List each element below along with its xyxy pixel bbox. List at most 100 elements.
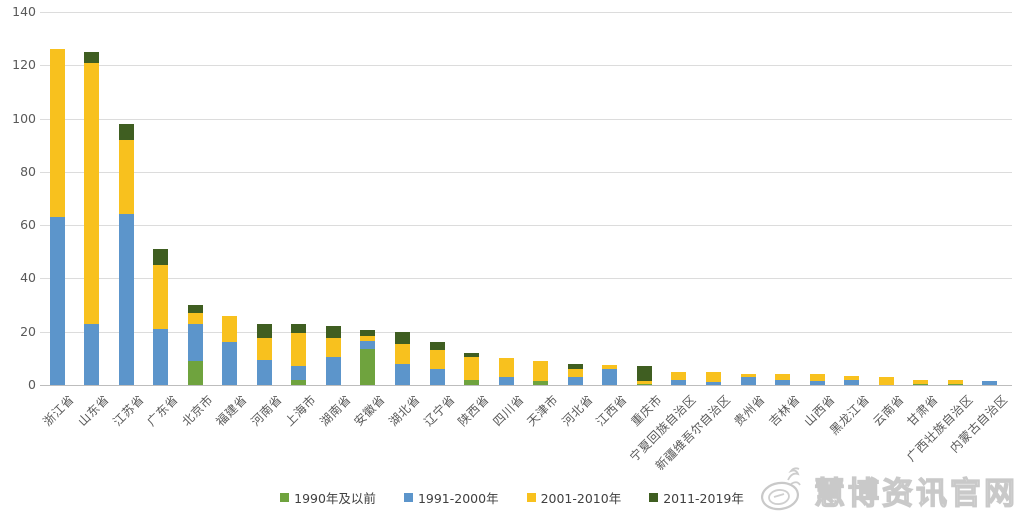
x-axis-label-山东省: 山东省 [75,392,112,429]
legend-item-1991-2000年: 1991-2000年 [403,488,499,507]
bar-segment-天津市-2001-2010年 [533,361,549,381]
x-axis-label-吉林省: 吉林省 [766,392,803,429]
legend-label: 1991-2000年 [417,491,499,506]
x-axis-label-四川省: 四川省 [490,392,527,429]
bar-segment-安徽省-2011-2019年 [360,330,376,336]
legend-swatch-icon [280,493,290,502]
bar-segment-江苏省-2011-2019年 [118,123,134,140]
bar-segment-上海市-2011-2019年 [291,323,307,334]
bar-segment-江西省-2001-2010年 [602,365,618,369]
bar-segment-安徽省-1990年及以前 [360,349,376,385]
bar-segment-重庆市-2001-2010年 [636,381,652,384]
bar-segment-北京市-1990年及以前 [187,361,203,385]
bar-segment-江西省-1991-2000年 [602,369,618,385]
bar-segment-湖南省-2011-2019年 [325,326,341,339]
bar-segment-贵州省-1991-2000年 [740,377,756,385]
bar-segment-山西省-2001-2010年 [809,374,825,381]
bar-segment-福建省-1991-2000年 [222,342,238,385]
bar-segment-福建省-2001-2010年 [222,315,238,343]
y-tick-label-80: 80 [20,163,36,179]
bar-segment-山东省-1991-2000年 [84,323,100,385]
y-tick-label-100: 100 [12,110,36,126]
legend-item-1990年及以前: 1990年及以前 [280,488,376,507]
bar-segment-湖南省-2001-2010年 [325,338,341,358]
x-axis-label-上海市: 上海市 [282,392,320,429]
x-axis-label-江苏省: 江苏省 [109,392,147,429]
bar-segment-广东省-2001-2010年 [153,265,169,330]
bar-segment-重庆市-2011-2019年 [636,366,652,381]
bar-segment-陕西省-2011-2019年 [464,353,480,357]
bar-segment-内蒙古自治区-1991-2000年 [982,381,998,385]
x-axis-label-云南省: 云南省 [870,392,907,429]
y-gridline-40 [40,278,1012,280]
y-gridline-140 [40,12,1012,13]
bar-segment-重庆市-1990年及以前 [636,383,652,385]
x-axis-label-辽宁省: 辽宁省 [420,392,458,429]
bar-segment-安徽省-1991-2000年 [360,341,376,350]
bar-segment-陕西省-1990年及以前 [464,379,480,385]
x-axis-label-安徽省: 安徽省 [351,392,389,429]
bar-segment-河北省-2011-2019年 [567,363,583,369]
bar-segment-广西壮族自治区-2001-2010年 [947,379,963,384]
y-tick-label-120: 120 [12,57,36,73]
x-axis-label-河南省: 河南省 [248,392,285,429]
bar-segment-广东省-2011-2019年 [153,249,169,266]
legend-item-2001-2010年: 2001-2010年 [526,488,622,507]
bar-segment-吉林省-1991-2000年 [775,379,791,385]
bar-segment-江苏省-2001-2010年 [118,139,134,215]
bar-segment-湖北省-1991-2000年 [395,363,410,385]
bar-segment-北京市-1991-2000年 [187,323,203,362]
x-axis-label-湖南省: 湖南省 [317,392,354,429]
x-axis-label-天津市: 天津市 [524,392,562,429]
x-axis-label-湖北省: 湖北省 [386,392,423,429]
x-axis-label-江西省: 江西省 [593,392,631,429]
y-gridline-100 [40,118,1012,120]
bar-segment-湖南省-1991-2000年 [325,357,341,385]
y-gridline-80 [40,171,1012,173]
bar-segment-河南省-2001-2010年 [256,338,272,360]
bar-segment-辽宁省-2001-2010年 [429,350,445,369]
bar-segment-黑龙江省-1991-2000年 [844,379,860,385]
bar-segment-北京市-2011-2019年 [187,305,203,314]
bar-segment-黑龙江省-2001-2010年 [844,375,860,380]
bar-segment-贵州省-2001-2010年 [740,374,756,377]
legend-item-2011-2019年: 2011-2019年 [649,488,744,507]
bar-segment-辽宁省-1991-2000年 [429,369,445,385]
bar-segment-天津市-1990年及以前 [533,381,549,385]
y-tick-label-0: 0 [28,377,36,392]
y-tick-label-60: 60 [20,217,36,233]
bar-segment-云南省-2001-2010年 [878,377,894,385]
bar-segment-山东省-2001-2010年 [84,62,100,324]
bar-segment-湖北省-2001-2010年 [395,343,410,364]
bar-segment-甘肃省-2001-2010年 [913,379,929,384]
x-axis-label-北京市: 北京市 [179,392,216,429]
bar-segment-上海市-1991-2000年 [291,366,307,380]
bar-segment-四川省-1991-2000年 [498,377,514,385]
bar-segment-江苏省-1991-2000年 [118,214,134,385]
legend-label: 2011-2019年 [663,491,744,506]
bar-segment-上海市-2001-2010年 [291,333,307,367]
bar-segment-湖北省-2011-2019年 [395,331,410,344]
bar-segment-辽宁省-2011-2019年 [429,342,445,351]
bar-segment-山东省-2011-2019年 [84,51,100,63]
legend-label: 2001-2010年 [540,491,622,506]
bar-segment-山西省-1991-2000年 [809,381,825,385]
x-axis-label-陕西省: 陕西省 [455,392,492,429]
bar-segment-四川省-2001-2010年 [498,358,514,377]
bar-segment-河北省-1991-2000年 [567,377,583,385]
y-gridline-20 [40,331,1012,333]
bar-segment-宁夏回族自治区-2001-2010年 [671,371,687,380]
legend-swatch-icon [403,493,413,502]
bar-segment-北京市-2001-2010年 [187,313,203,324]
y-tick-label-40: 40 [20,270,36,286]
y-tick-label-20: 20 [20,323,36,339]
bar-segment-上海市-1990年及以前 [291,379,307,385]
y-gridline-60 [40,225,1012,227]
bar-segment-新疆维吾尔自治区-1991-2000年 [705,382,721,385]
x-axis-line [40,385,1012,386]
x-axis-label-贵州省: 贵州省 [731,392,769,429]
bar-segment-河南省-2011-2019年 [256,323,272,339]
x-axis-label-广东省: 广东省 [144,392,181,429]
bar-segment-浙江省-2001-2010年 [49,49,65,218]
y-gridline-120 [40,65,1012,67]
